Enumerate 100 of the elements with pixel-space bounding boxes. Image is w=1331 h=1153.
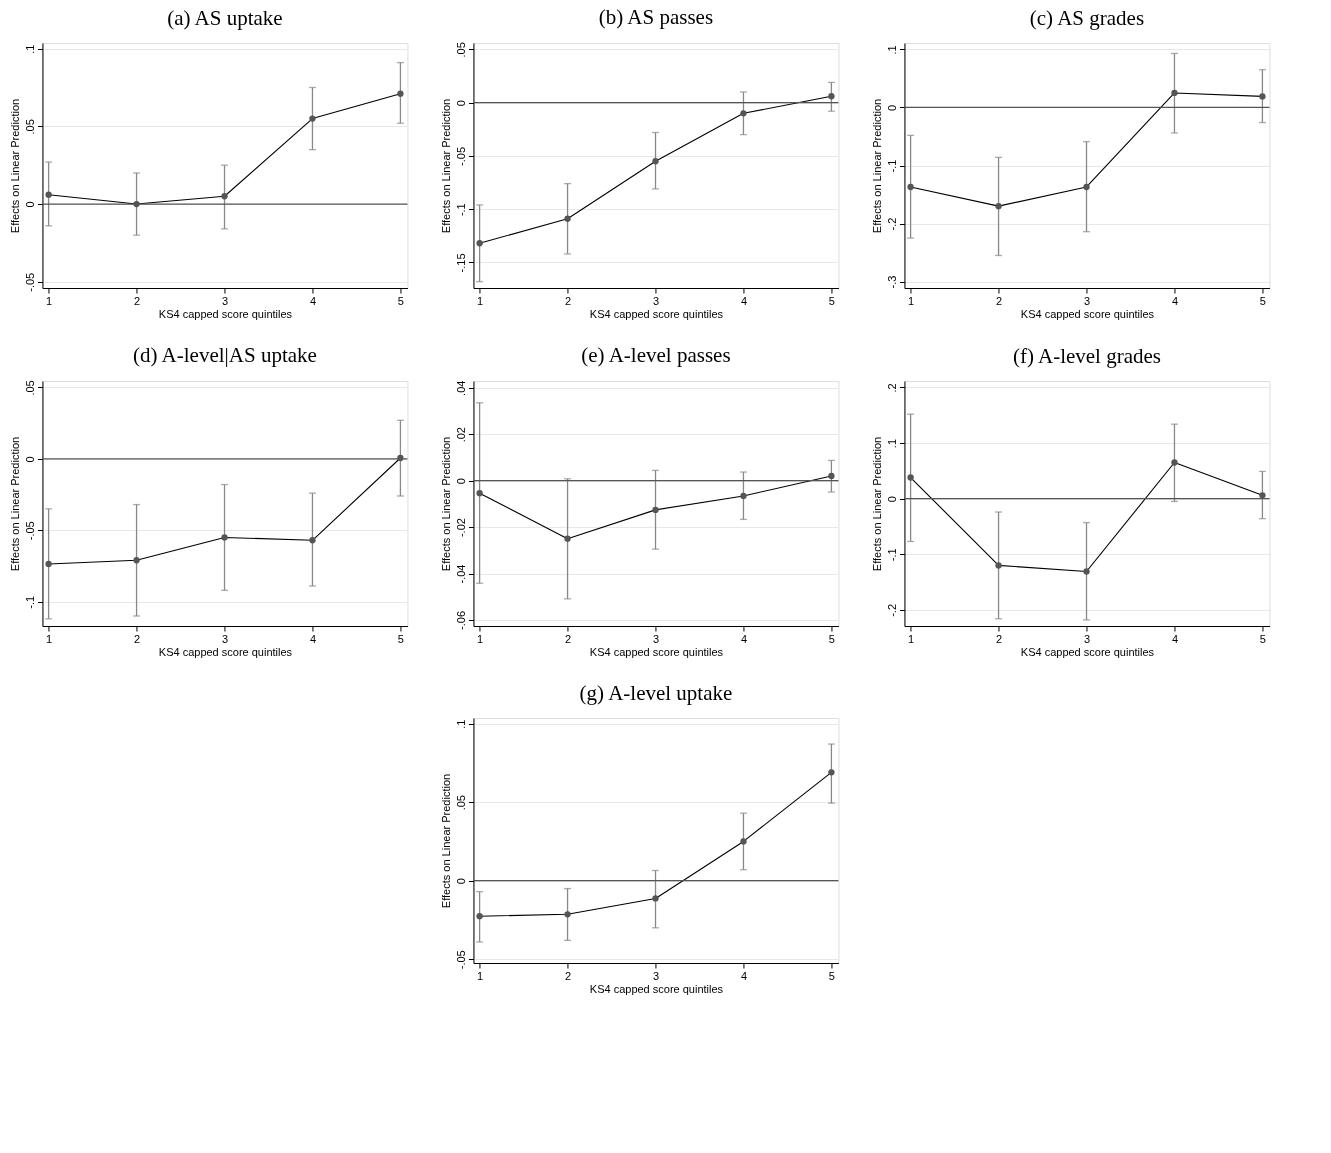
- y-tick-label: .05: [454, 42, 467, 58]
- y-tick-label: .1: [885, 45, 898, 55]
- x-tick-label: 5: [828, 969, 835, 982]
- y-tick-label: -.02: [454, 518, 467, 538]
- y-tick-label: -.3: [885, 275, 898, 289]
- x-tick-label: 5: [1259, 632, 1266, 645]
- chart-title: (a) AS uptake: [167, 6, 283, 30]
- y-tick-label: 0: [23, 456, 36, 463]
- x-tick-label: 3: [221, 632, 229, 645]
- y-tick-label: -.05: [454, 146, 467, 166]
- point: [564, 535, 571, 542]
- point: [1259, 492, 1266, 499]
- x-axis-title: KS4 capped score quintiles: [1020, 645, 1155, 658]
- y-tick-label: 0: [454, 100, 467, 107]
- x-tick-label: 2: [565, 632, 572, 645]
- x-tick-label: 1: [46, 632, 53, 645]
- y-axis-title: Effects on Linear Prediction: [8, 98, 21, 234]
- x-tick-label: 3: [221, 294, 229, 307]
- x-tick-label: 1: [908, 294, 915, 307]
- x-tick-label: 5: [828, 632, 835, 645]
- x-tick-label: 2: [134, 632, 141, 645]
- y-tick-label: -.2: [885, 217, 898, 231]
- chart-title: (e) A-level passes: [581, 343, 731, 368]
- y-axis-title: Effects on Linear Prediction: [439, 436, 452, 572]
- y-tick-label: -.04: [454, 564, 467, 584]
- x-tick-label: 4: [740, 969, 748, 982]
- x-tick-label: 4: [309, 632, 317, 645]
- y-tick-label: -.15: [454, 253, 467, 273]
- y-tick-label: 0: [23, 201, 36, 208]
- point: [652, 895, 659, 902]
- chart-title: (b) AS passes: [598, 4, 714, 29]
- y-tick-label: .05: [454, 795, 467, 811]
- x-tick-label: 2: [134, 294, 141, 307]
- point: [1083, 568, 1090, 575]
- x-axis-title: KS4 capped score quintiles: [589, 982, 724, 995]
- chart-title: (g) A-level uptake: [579, 681, 733, 705]
- x-axis-title: KS4 capped score quintiles: [589, 307, 724, 320]
- point: [740, 492, 747, 500]
- y-tick-label: .1: [454, 719, 467, 729]
- y-tick-label: .02: [454, 427, 467, 443]
- chart-title: (c) AS grades: [1029, 6, 1145, 30]
- y-tick-label: -.2: [885, 603, 898, 617]
- y-tick-label: .1: [885, 438, 898, 449]
- point: [1083, 183, 1090, 191]
- point: [907, 183, 914, 191]
- x-tick-label: 5: [1259, 294, 1266, 307]
- point: [133, 557, 140, 564]
- x-axis-title: KS4 capped score quintiles: [1020, 307, 1155, 320]
- y-axis-title: Effects on Linear Prediction: [870, 436, 883, 572]
- x-tick-label: 1: [46, 294, 53, 307]
- point: [564, 215, 571, 222]
- x-tick-label: 2: [996, 632, 1003, 645]
- x-tick-label: 1: [477, 632, 484, 645]
- point: [1171, 459, 1178, 466]
- point: [828, 472, 835, 480]
- x-tick-label: 4: [740, 294, 748, 307]
- y-tick-label: 0: [454, 478, 467, 485]
- y-axis-title: Effects on Linear Prediction: [870, 98, 883, 234]
- y-tick-label: -.1: [454, 203, 467, 217]
- point: [995, 562, 1002, 569]
- point: [476, 240, 483, 247]
- point: [1259, 93, 1266, 100]
- point: [309, 115, 316, 122]
- point: [45, 560, 52, 568]
- x-axis-title: KS4 capped score quintiles: [158, 645, 293, 658]
- point: [309, 537, 316, 544]
- y-tick-label: -.05: [23, 272, 36, 292]
- y-tick-label: -.1: [885, 548, 898, 562]
- chart-title: (f) A-level grades: [1012, 344, 1161, 368]
- point: [907, 474, 914, 481]
- x-tick-label: 1: [908, 632, 915, 645]
- x-tick-label: 3: [1083, 294, 1091, 307]
- y-axis-title: Effects on Linear Prediction: [8, 436, 21, 572]
- y-tick-label: -.05: [454, 950, 467, 970]
- x-tick-label: 5: [397, 294, 404, 307]
- x-tick-label: 4: [309, 294, 317, 307]
- x-tick-label: 5: [397, 632, 404, 645]
- y-tick-label: 0: [885, 496, 898, 503]
- point: [45, 191, 52, 198]
- point: [221, 193, 228, 200]
- y-axis-title: Effects on Linear Prediction: [439, 773, 452, 909]
- point: [740, 838, 747, 845]
- point: [221, 534, 228, 541]
- x-tick-label: 3: [1083, 632, 1091, 645]
- point: [1171, 89, 1178, 97]
- x-axis-title: KS4 capped score quintiles: [589, 645, 724, 658]
- y-tick-label: -.1: [885, 159, 898, 173]
- point: [828, 93, 835, 100]
- x-axis-title: KS4 capped score quintiles: [158, 307, 293, 320]
- point: [476, 913, 483, 920]
- y-tick-label: -.05: [23, 521, 36, 541]
- x-tick-label: 2: [565, 294, 572, 307]
- point: [476, 490, 483, 497]
- y-tick-label: 0: [885, 104, 898, 112]
- x-tick-label: 4: [1171, 632, 1179, 645]
- y-tick-label: .05: [23, 380, 36, 396]
- y-tick-label: .2: [885, 383, 898, 393]
- x-tick-label: 2: [565, 969, 572, 982]
- x-tick-label: 5: [828, 294, 835, 307]
- y-tick-label: .1: [23, 44, 36, 54]
